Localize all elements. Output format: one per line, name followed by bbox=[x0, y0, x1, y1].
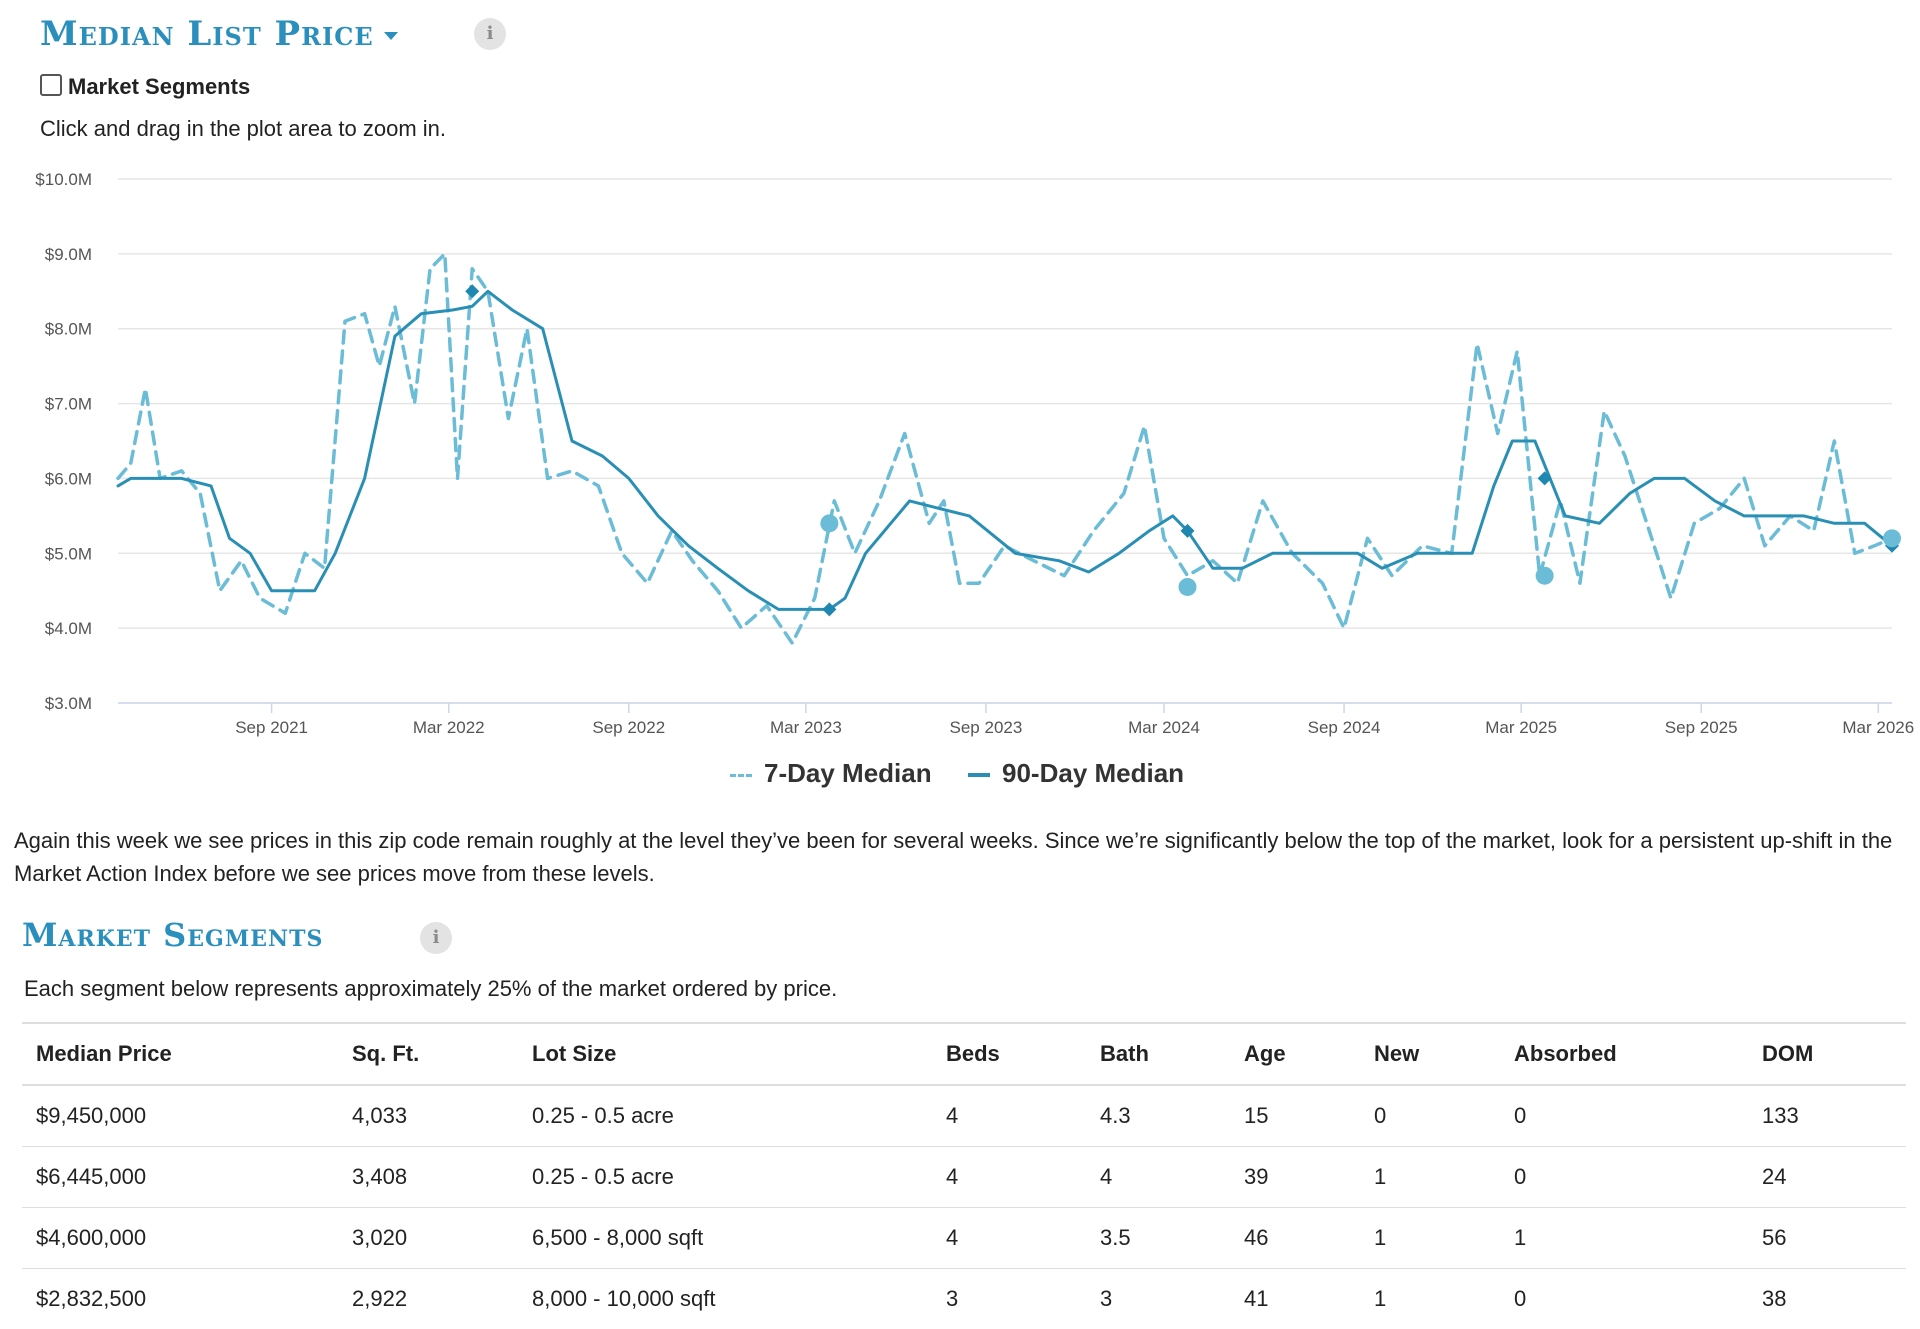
median-price-chart[interactable]: $10.0M $9.0M $8.0M $7.0M $6.0M $5.0M $4.0M $3.0… bbox=[0, 155, 1920, 755]
table-row: $2,832,500 2,922 8,000 - 10,000 sqft 3 3… bbox=[22, 1269, 1906, 1329]
cell-sqft: 2,922 bbox=[338, 1269, 518, 1329]
segments-info-icon[interactable]: i bbox=[420, 922, 452, 954]
cell-sqft: 3,020 bbox=[338, 1208, 518, 1269]
x-tick-label: Mar 2023 bbox=[770, 718, 842, 737]
cell-lot-size: 6,500 - 8,000 sqft bbox=[518, 1208, 932, 1269]
cell-dom: 38 bbox=[1748, 1269, 1906, 1329]
grid-lines bbox=[118, 179, 1892, 703]
x-tick-label: Mar 2024 bbox=[1128, 718, 1200, 737]
y-tick-label: $4.0M bbox=[45, 619, 92, 638]
x-tick-label: Sep 2022 bbox=[592, 718, 665, 737]
x-tick-label: Sep 2021 bbox=[235, 718, 308, 737]
table-row: $6,445,000 3,408 0.25 - 0.5 acre 4 4 39 … bbox=[22, 1147, 1906, 1208]
x-tick-label: Sep 2025 bbox=[1665, 718, 1738, 737]
cell-age: 41 bbox=[1230, 1269, 1360, 1329]
col-header: Sq. Ft. bbox=[338, 1023, 518, 1085]
cell-beds: 4 bbox=[932, 1147, 1086, 1208]
market-segments-checkbox[interactable] bbox=[40, 74, 62, 96]
x-tick-label: Sep 2023 bbox=[950, 718, 1023, 737]
x-axis: Sep 2021 Mar 2022 Sep 2022 Mar 2023 Sep 2023… bbox=[235, 703, 1914, 737]
y-tick-label: $10.0M bbox=[35, 170, 92, 189]
y-tick-label: $3.0M bbox=[45, 694, 92, 713]
x-tick-label: Mar 2022 bbox=[413, 718, 485, 737]
x-tick-label: Mar 2025 bbox=[1485, 718, 1557, 737]
y-tick-label: $5.0M bbox=[45, 544, 92, 563]
cell-beds: 4 bbox=[932, 1208, 1086, 1269]
cell-lot-size: 8,000 - 10,000 sqft bbox=[518, 1269, 932, 1329]
col-header: DOM bbox=[1748, 1023, 1906, 1085]
cell-median-price: $6,445,000 bbox=[22, 1147, 338, 1208]
cell-beds: 4 bbox=[932, 1085, 1086, 1147]
cell-absorbed: 1 bbox=[1500, 1208, 1748, 1269]
marker-circle-7-day bbox=[820, 514, 838, 532]
cell-lot-size: 0.25 - 0.5 acre bbox=[518, 1147, 932, 1208]
col-header: Beds bbox=[932, 1023, 1086, 1085]
cell-new: 0 bbox=[1360, 1085, 1500, 1147]
cell-new: 1 bbox=[1360, 1269, 1500, 1329]
legend-label-90-day: 90-Day Median bbox=[1002, 758, 1184, 788]
cell-sqft: 3,408 bbox=[338, 1147, 518, 1208]
cell-beds: 3 bbox=[932, 1269, 1086, 1329]
y-axis: $10.0M $9.0M $8.0M $7.0M $6.0M $5.0M $4.0M $3.0… bbox=[35, 170, 92, 713]
y-tick-label: $7.0M bbox=[45, 395, 92, 414]
cell-new: 1 bbox=[1360, 1208, 1500, 1269]
y-tick-label: $9.0M bbox=[45, 245, 92, 264]
legend-swatch-7-day bbox=[730, 774, 752, 777]
y-tick-label: $8.0M bbox=[45, 320, 92, 339]
cell-absorbed: 0 bbox=[1500, 1269, 1748, 1329]
marker-circle-7-day bbox=[1536, 567, 1554, 585]
cell-dom: 24 bbox=[1748, 1147, 1906, 1208]
cell-absorbed: 0 bbox=[1500, 1147, 1748, 1208]
zoom-hint: Click and drag in the plot area to zoom … bbox=[40, 116, 446, 142]
series-line-7-day bbox=[118, 254, 1892, 643]
legend-label-7-day: 7-Day Median bbox=[764, 758, 932, 788]
cell-bath: 4.3 bbox=[1086, 1085, 1230, 1147]
cell-median-price: $4,600,000 bbox=[22, 1208, 338, 1269]
col-header: Absorbed bbox=[1500, 1023, 1748, 1085]
cell-dom: 56 bbox=[1748, 1208, 1906, 1269]
table-header-row: Median Price Sq. Ft. Lot Size Beds Bath … bbox=[22, 1023, 1906, 1085]
marker-circle-7-day bbox=[1883, 529, 1901, 547]
table-row: $9,450,000 4,033 0.25 - 0.5 acre 4 4.3 1… bbox=[22, 1085, 1906, 1147]
segments-title: Market Segments bbox=[22, 916, 323, 954]
page-title-text: Median List Price bbox=[40, 14, 374, 54]
cell-absorbed: 0 bbox=[1500, 1085, 1748, 1147]
cell-dom: 133 bbox=[1748, 1085, 1906, 1147]
cell-age: 46 bbox=[1230, 1208, 1360, 1269]
segments-table: Median Price Sq. Ft. Lot Size Beds Bath … bbox=[22, 1022, 1906, 1329]
cell-lot-size: 0.25 - 0.5 acre bbox=[518, 1085, 932, 1147]
cell-median-price: $2,832,500 bbox=[22, 1269, 338, 1329]
legend-7-day[interactable]: 7-Day Median bbox=[730, 758, 932, 789]
cell-bath: 4 bbox=[1086, 1147, 1230, 1208]
legend-swatch-90-day bbox=[968, 773, 990, 777]
col-header: Lot Size bbox=[518, 1023, 932, 1085]
chevron-down-icon[interactable] bbox=[384, 32, 398, 40]
cell-age: 39 bbox=[1230, 1147, 1360, 1208]
x-tick-label: Sep 2024 bbox=[1308, 718, 1381, 737]
marker-diamond-90-day bbox=[465, 284, 479, 298]
market-segments-checkbox-label: Market Segments bbox=[68, 74, 250, 99]
legend-90-day[interactable]: 90-Day Median bbox=[968, 758, 1184, 789]
col-header: Age bbox=[1230, 1023, 1360, 1085]
chart-series bbox=[118, 254, 1892, 643]
cell-bath: 3.5 bbox=[1086, 1208, 1230, 1269]
col-header: Median Price bbox=[22, 1023, 338, 1085]
market-commentary: Again this week we see prices in this zi… bbox=[14, 824, 1904, 890]
table-row: $4,600,000 3,020 6,500 - 8,000 sqft 4 3.… bbox=[22, 1208, 1906, 1269]
page-title[interactable]: Median List Price bbox=[40, 14, 398, 54]
cell-sqft: 4,033 bbox=[338, 1085, 518, 1147]
series-line-90-day bbox=[118, 291, 1892, 609]
cell-new: 1 bbox=[1360, 1147, 1500, 1208]
x-tick-label: Mar 2026 bbox=[1842, 718, 1914, 737]
y-tick-label: $6.0M bbox=[45, 469, 92, 488]
col-header: New bbox=[1360, 1023, 1500, 1085]
cell-age: 15 bbox=[1230, 1085, 1360, 1147]
marker-circle-7-day bbox=[1178, 578, 1196, 596]
info-icon[interactable]: i bbox=[474, 18, 506, 50]
col-header: Bath bbox=[1086, 1023, 1230, 1085]
market-segments-toggle[interactable]: Market Segments bbox=[40, 74, 250, 100]
cell-median-price: $9,450,000 bbox=[22, 1085, 338, 1147]
segments-description: Each segment below represents approximat… bbox=[24, 976, 837, 1002]
cell-bath: 3 bbox=[1086, 1269, 1230, 1329]
